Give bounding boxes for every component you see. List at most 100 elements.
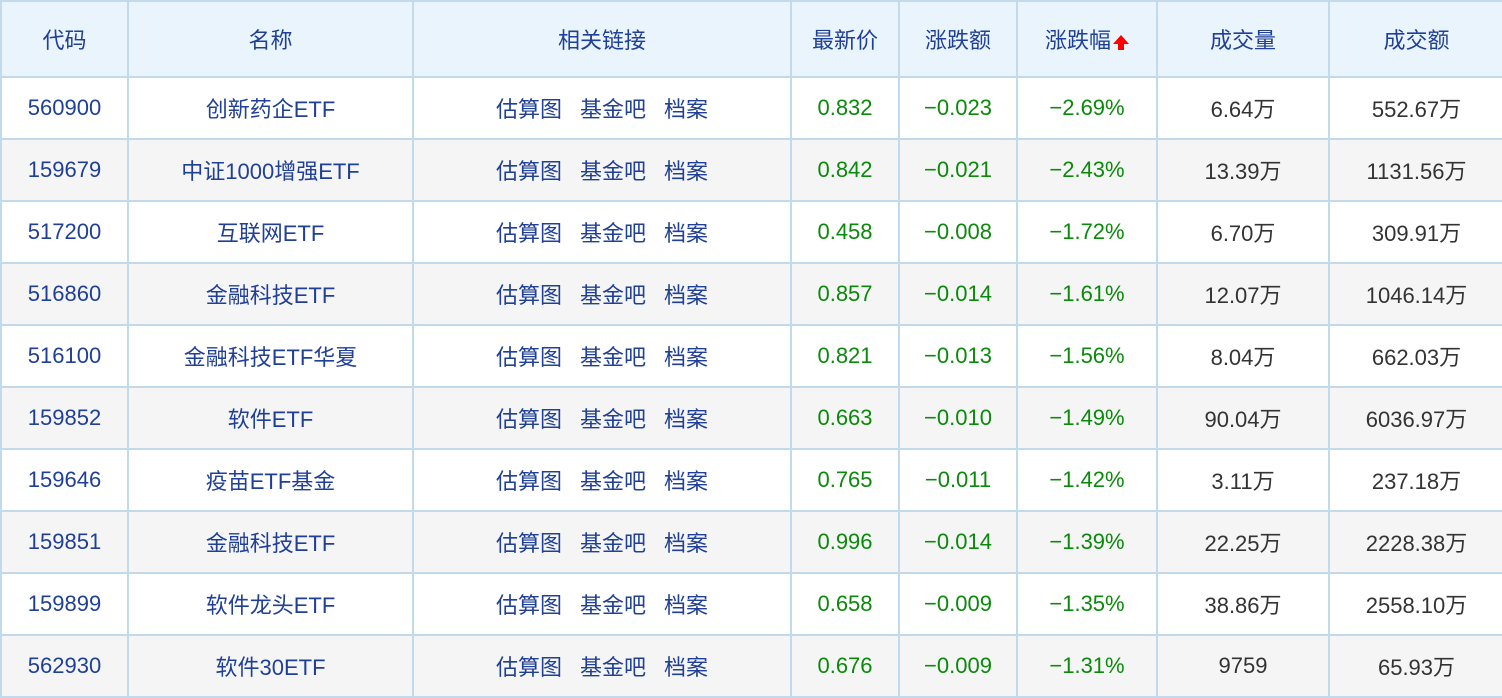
- fund-code[interactable]: 562930: [0, 634, 129, 698]
- estimate-chart-link[interactable]: 估算图: [495, 593, 562, 618]
- fund-forum-link[interactable]: 基金吧: [579, 469, 646, 494]
- volume: 6.64万: [1156, 76, 1330, 140]
- estimate-chart-link[interactable]: 估算图: [495, 221, 562, 246]
- header-code[interactable]: 代码: [0, 0, 129, 78]
- fund-name[interactable]: 中证1000增强ETF: [127, 138, 414, 202]
- table-row: 159851 金融科技ETF 估算图 基金吧 档案 0.996 −0.014 −1.39% 22…: [0, 510, 1502, 574]
- fund-forum-link[interactable]: 基金吧: [579, 345, 646, 370]
- profile-link[interactable]: 档案: [664, 97, 709, 122]
- amount: 1131.56万: [1328, 138, 1502, 202]
- amount: 552.67万: [1328, 76, 1502, 140]
- profile-link[interactable]: 档案: [664, 345, 709, 370]
- related-links: 估算图 基金吧 档案: [412, 634, 792, 698]
- fund-code[interactable]: 560900: [0, 76, 129, 140]
- latest-price: 0.663: [790, 386, 900, 450]
- latest-price: 0.765: [790, 448, 900, 512]
- estimate-chart-link[interactable]: 估算图: [495, 407, 562, 432]
- volume: 13.39万: [1156, 138, 1330, 202]
- estimate-chart-link[interactable]: 估算图: [495, 655, 562, 680]
- volume: 6.70万: [1156, 200, 1330, 264]
- fund-forum-link[interactable]: 基金吧: [579, 283, 646, 308]
- profile-link[interactable]: 档案: [664, 283, 709, 308]
- profile-link[interactable]: 档案: [664, 221, 709, 246]
- fund-name[interactable]: 软件ETF: [127, 386, 414, 450]
- fund-forum-link[interactable]: 基金吧: [579, 97, 646, 122]
- fund-name[interactable]: 金融科技ETF华夏: [127, 324, 414, 388]
- fund-code[interactable]: 516100: [0, 324, 129, 388]
- pct-change: −1.72%: [1016, 200, 1158, 264]
- price-change: −0.021: [898, 138, 1018, 202]
- table-row: 159679 中证1000增强ETF 估算图 基金吧 档案 0.842 −0.021 −2.4…: [0, 138, 1502, 202]
- table-row: 562930 软件30ETF 估算图 基金吧 档案 0.676 −0.009 −1.31% 97…: [0, 634, 1502, 698]
- fund-name[interactable]: 金融科技ETF: [127, 510, 414, 574]
- table-row: 159852 软件ETF 估算图 基金吧 档案 0.663 −0.010 −1.49% 90.0…: [0, 386, 1502, 450]
- amount: 662.03万: [1328, 324, 1502, 388]
- fund-forum-link[interactable]: 基金吧: [579, 593, 646, 618]
- fund-name[interactable]: 创新药企ETF: [127, 76, 414, 140]
- fund-forum-link[interactable]: 基金吧: [579, 407, 646, 432]
- amount: 2228.38万: [1328, 510, 1502, 574]
- fund-code[interactable]: 159679: [0, 138, 129, 202]
- fund-code[interactable]: 159852: [0, 386, 129, 450]
- header-pct[interactable]: 涨跌幅: [1016, 0, 1158, 78]
- fund-forum-link[interactable]: 基金吧: [579, 159, 646, 184]
- estimate-chart-link[interactable]: 估算图: [495, 345, 562, 370]
- price-change: −0.008: [898, 200, 1018, 264]
- related-links: 估算图 基金吧 档案: [412, 262, 792, 326]
- latest-price: 0.821: [790, 324, 900, 388]
- latest-price: 0.857: [790, 262, 900, 326]
- related-links: 估算图 基金吧 档案: [412, 324, 792, 388]
- fund-name[interactable]: 软件龙头ETF: [127, 572, 414, 636]
- fund-name[interactable]: 软件30ETF: [127, 634, 414, 698]
- volume: 22.25万: [1156, 510, 1330, 574]
- fund-code[interactable]: 159646: [0, 448, 129, 512]
- fund-name[interactable]: 互联网ETF: [127, 200, 414, 264]
- fund-name[interactable]: 疫苗ETF基金: [127, 448, 414, 512]
- estimate-chart-link[interactable]: 估算图: [495, 159, 562, 184]
- header-change[interactable]: 涨跌额: [898, 0, 1018, 78]
- profile-link[interactable]: 档案: [664, 469, 709, 494]
- table-row: 159646 疫苗ETF基金 估算图 基金吧 档案 0.765 −0.011 −1.42% 3.…: [0, 448, 1502, 512]
- estimate-chart-link[interactable]: 估算图: [495, 531, 562, 556]
- header-amount[interactable]: 成交额: [1328, 0, 1502, 78]
- fund-forum-link[interactable]: 基金吧: [579, 221, 646, 246]
- profile-link[interactable]: 档案: [664, 407, 709, 432]
- amount: 309.91万: [1328, 200, 1502, 264]
- profile-link[interactable]: 档案: [664, 655, 709, 680]
- price-change: −0.011: [898, 448, 1018, 512]
- volume: 9759: [1156, 634, 1330, 698]
- latest-price: 0.658: [790, 572, 900, 636]
- fund-code[interactable]: 159899: [0, 572, 129, 636]
- fund-forum-link[interactable]: 基金吧: [579, 531, 646, 556]
- latest-price: 0.842: [790, 138, 900, 202]
- pct-change: −1.56%: [1016, 324, 1158, 388]
- price-change: −0.014: [898, 510, 1018, 574]
- fund-code[interactable]: 516860: [0, 262, 129, 326]
- latest-price: 0.676: [790, 634, 900, 698]
- estimate-chart-link[interactable]: 估算图: [495, 283, 562, 308]
- price-change: −0.023: [898, 76, 1018, 140]
- profile-link[interactable]: 档案: [664, 531, 709, 556]
- amount: 65.93万: [1328, 634, 1502, 698]
- header-volume[interactable]: 成交量: [1156, 0, 1330, 78]
- fund-name[interactable]: 金融科技ETF: [127, 262, 414, 326]
- estimate-chart-link[interactable]: 估算图: [495, 469, 562, 494]
- table-row: 516860 金融科技ETF 估算图 基金吧 档案 0.857 −0.014 −1.61% 12…: [0, 262, 1502, 326]
- fund-code[interactable]: 517200: [0, 200, 129, 264]
- pct-change: −2.69%: [1016, 76, 1158, 140]
- volume: 90.04万: [1156, 386, 1330, 450]
- fund-forum-link[interactable]: 基金吧: [579, 655, 646, 680]
- table-row: 517200 互联网ETF 估算图 基金吧 档案 0.458 −0.008 −1.72% 6.7…: [0, 200, 1502, 264]
- estimate-chart-link[interactable]: 估算图: [495, 97, 562, 122]
- latest-price: 0.832: [790, 76, 900, 140]
- related-links: 估算图 基金吧 档案: [412, 572, 792, 636]
- header-price[interactable]: 最新价: [790, 0, 900, 78]
- profile-link[interactable]: 档案: [664, 159, 709, 184]
- table-row: 516100 金融科技ETF华夏 估算图 基金吧 档案 0.821 −0.013 −1.56%…: [0, 324, 1502, 388]
- price-change: −0.014: [898, 262, 1018, 326]
- related-links: 估算图 基金吧 档案: [412, 200, 792, 264]
- profile-link[interactable]: 档案: [664, 593, 709, 618]
- header-name[interactable]: 名称: [127, 0, 414, 78]
- fund-code[interactable]: 159851: [0, 510, 129, 574]
- latest-price: 0.996: [790, 510, 900, 574]
